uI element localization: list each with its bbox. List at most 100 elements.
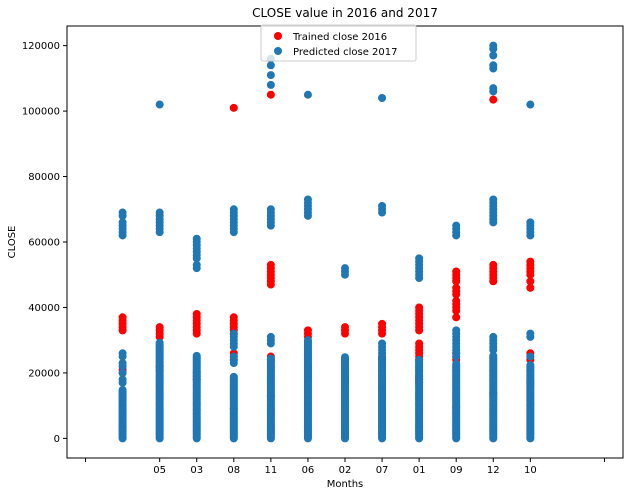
data-point — [229, 372, 238, 381]
x-tick-label: 12 — [487, 465, 500, 476]
data-point — [526, 329, 535, 338]
data-point — [266, 332, 275, 341]
data-point — [526, 361, 535, 370]
y-tick-label: 20000 — [28, 368, 60, 379]
y-tick-label: 0 — [54, 434, 60, 445]
x-tick-label: 06 — [302, 465, 315, 476]
legend-marker-predicted — [274, 47, 282, 55]
data-point — [229, 103, 238, 112]
data-point — [192, 260, 201, 269]
data-point — [489, 84, 498, 93]
x-tick-label: 11 — [264, 465, 277, 476]
data-point — [526, 352, 535, 361]
data-point — [118, 359, 127, 368]
data-point — [303, 90, 312, 99]
data-point — [415, 339, 424, 348]
data-point — [489, 351, 498, 360]
data-point — [118, 218, 127, 227]
data-point — [118, 368, 127, 377]
x-tick-label: 08 — [227, 465, 240, 476]
data-point — [303, 326, 312, 335]
data-point — [489, 41, 498, 50]
data-point — [526, 218, 535, 227]
y-tick-label: 120000 — [22, 41, 60, 52]
data-point — [266, 80, 275, 89]
x-tick-label: 01 — [413, 465, 426, 476]
data-point — [155, 100, 164, 109]
data-point — [378, 94, 387, 102]
y-tick-label: 60000 — [28, 238, 60, 249]
data-point — [526, 100, 535, 109]
x-tick-label: 10 — [524, 465, 537, 476]
x-tick-label: 09 — [450, 465, 463, 476]
data-point — [341, 323, 349, 332]
data-point — [303, 336, 312, 345]
legend-marker-trained — [274, 32, 282, 40]
data-point — [415, 303, 424, 312]
data-point — [155, 323, 164, 332]
data-point — [266, 205, 275, 214]
y-axis-label: CLOSE — [7, 226, 18, 259]
legend-box — [260, 24, 417, 62]
legend-label-trained: Trained close 2016 — [292, 32, 387, 43]
data-point — [489, 95, 498, 104]
data-point — [266, 260, 275, 269]
data-point — [266, 90, 275, 99]
data-point — [229, 352, 238, 361]
chart-title: CLOSE value in 2016 and 2017 — [252, 6, 438, 20]
data-point — [489, 61, 498, 70]
data-point — [266, 61, 275, 70]
data-point — [341, 353, 349, 362]
x-tick-label: 05 — [153, 465, 166, 476]
data-point — [303, 195, 312, 204]
y-tick-label: 80000 — [28, 172, 60, 183]
data-point — [229, 313, 238, 322]
series-predicted — [118, 41, 535, 443]
data-point — [118, 375, 127, 384]
data-point — [378, 339, 387, 348]
data-point — [452, 296, 461, 305]
data-point — [266, 71, 275, 80]
legend-label-predicted: Predicted close 2017 — [293, 47, 398, 58]
data-point — [489, 195, 498, 204]
data-point — [118, 385, 127, 394]
data-point — [341, 264, 349, 273]
x-tick-label: 03 — [190, 465, 203, 476]
data-point — [266, 354, 275, 363]
data-point — [452, 359, 461, 368]
data-point — [378, 202, 387, 210]
data-point — [118, 208, 127, 217]
data-point — [155, 208, 164, 217]
data-point — [489, 260, 498, 269]
data-point — [526, 257, 535, 266]
data-point — [452, 326, 461, 335]
data-point — [192, 351, 201, 360]
data-point — [229, 205, 238, 214]
data-point — [452, 313, 461, 322]
data-point — [192, 234, 201, 243]
x-tick-label: 02 — [339, 465, 352, 476]
data-point — [489, 332, 498, 341]
data-point — [526, 277, 535, 286]
y-tick-label: 40000 — [28, 303, 60, 314]
data-point — [118, 313, 127, 322]
x-axis-label: Months — [327, 479, 364, 490]
data-point — [229, 329, 238, 338]
data-point — [155, 338, 164, 347]
legend: Trained close 2016 Predicted close 2017 — [260, 24, 417, 62]
data-point — [118, 349, 127, 358]
plot-marks — [118, 41, 535, 443]
data-point — [452, 283, 461, 292]
data-point — [192, 310, 201, 318]
data-point — [415, 355, 424, 364]
y-tick-label: 100000 — [22, 107, 60, 118]
data-point — [489, 51, 498, 60]
data-point — [415, 254, 424, 263]
data-point — [452, 221, 461, 230]
data-point — [526, 283, 535, 292]
data-point — [378, 319, 387, 328]
data-point — [452, 267, 461, 276]
x-tick-label: 07 — [376, 465, 389, 476]
